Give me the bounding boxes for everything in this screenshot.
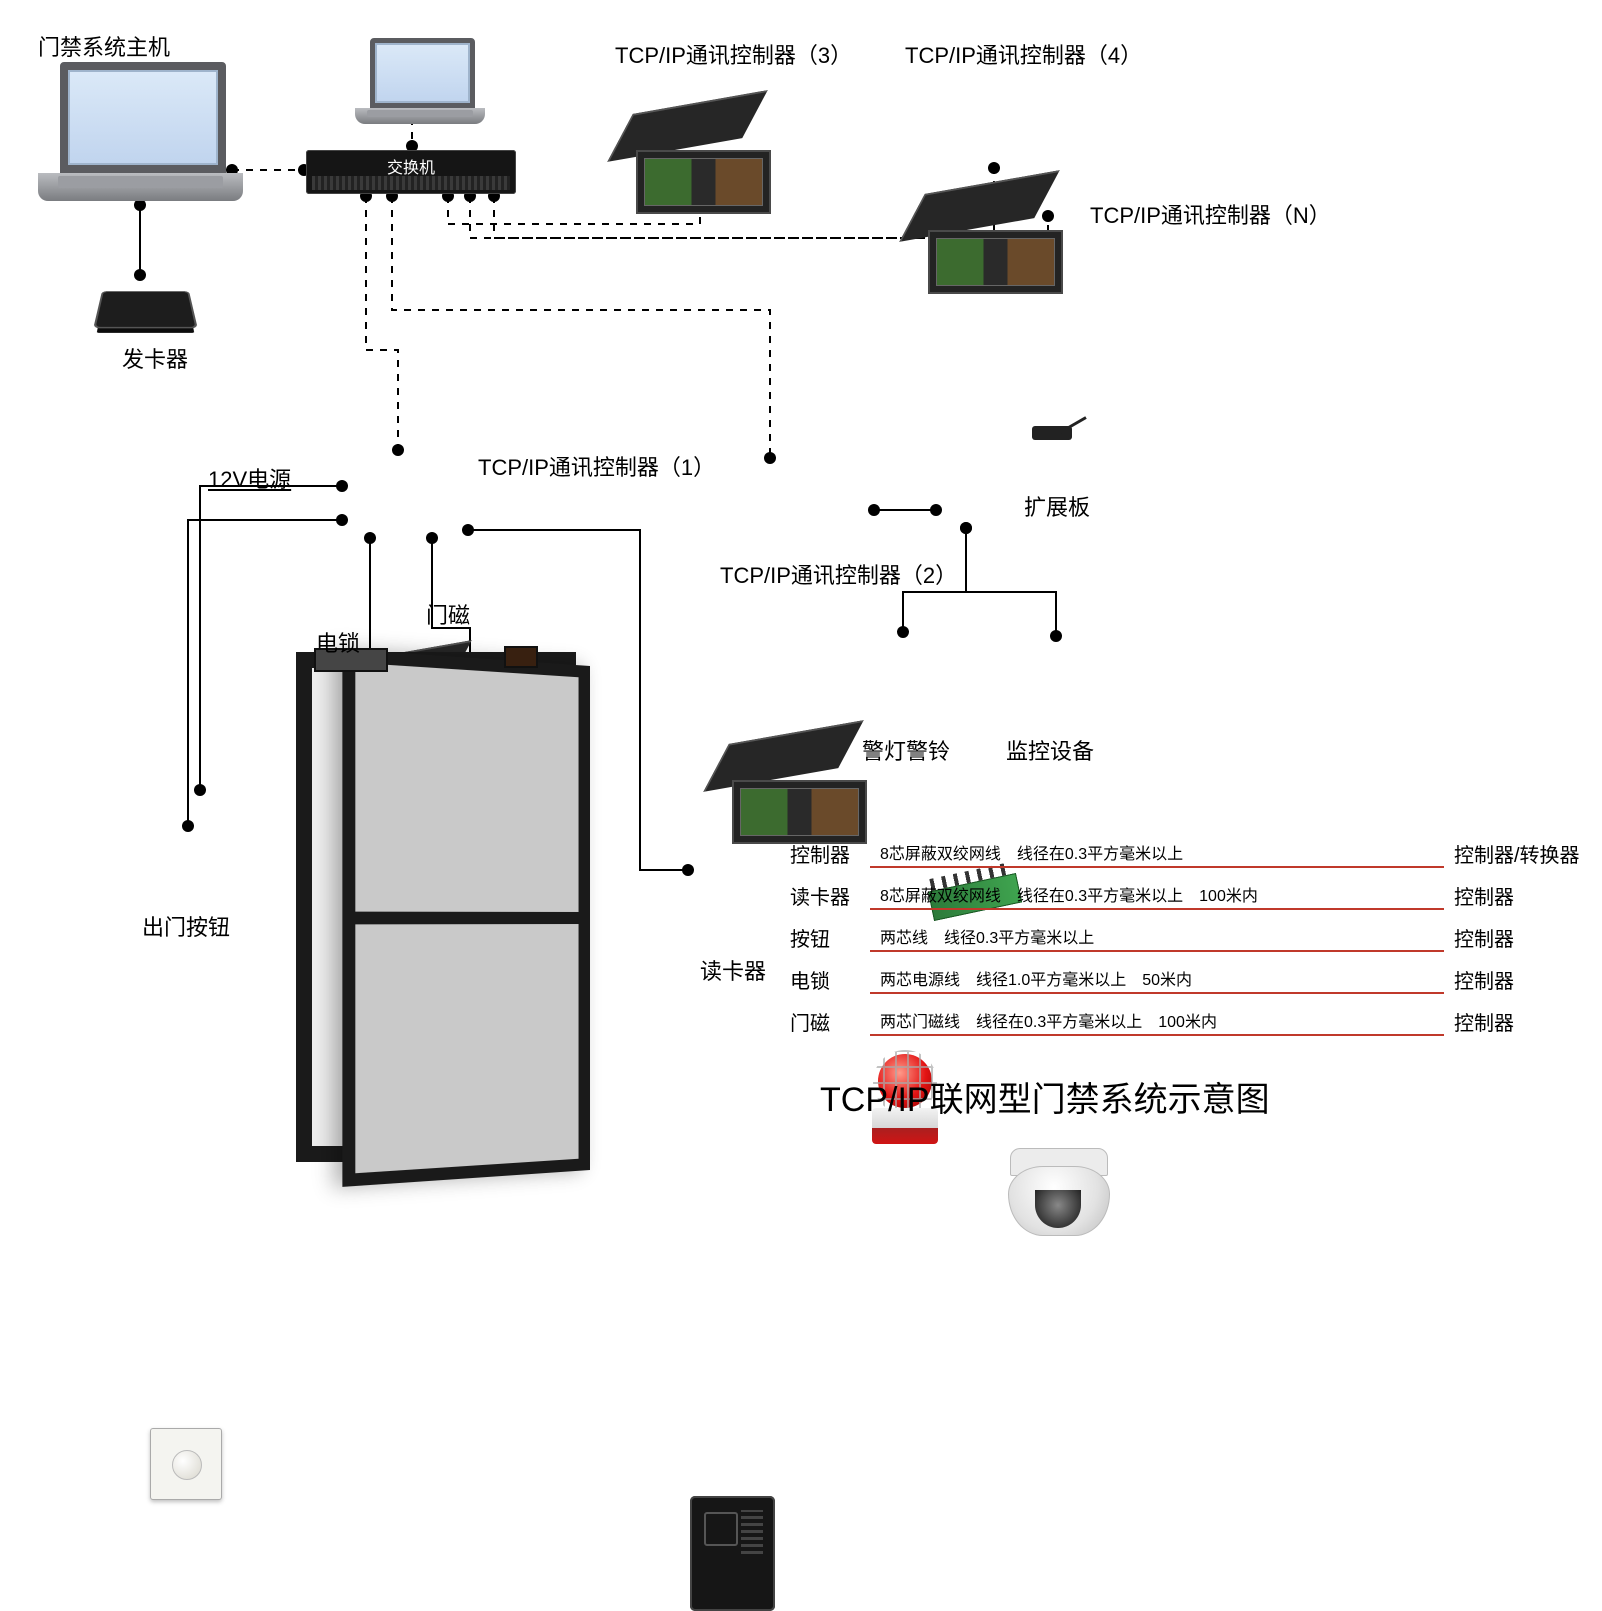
controller-2-label: TCP/IP通讯控制器（2） bbox=[720, 558, 957, 590]
spec-mid: 两芯线 线径0.3平方毫米以上 bbox=[870, 924, 1444, 952]
switch-label: 交换机 bbox=[306, 154, 516, 178]
electric-lock-label: 电锁 bbox=[316, 626, 360, 658]
spec-mid: 8芯屏蔽双绞网线 线径在0.3平方毫米以上 100米内 bbox=[870, 882, 1444, 910]
spec-left: 读卡器 bbox=[790, 881, 870, 910]
door-icon bbox=[296, 652, 576, 1162]
spec-right: 控制器 bbox=[1444, 1007, 1594, 1036]
card-issuer-icon bbox=[93, 291, 198, 328]
keypad-reader-label: 读卡器 bbox=[700, 954, 766, 986]
diagram-title: TCP/IP联网型门禁系统示意图 bbox=[820, 1072, 1270, 1121]
keypad-reader-icon bbox=[690, 1496, 775, 1611]
controller-n-label: TCP/IP通讯控制器（N） bbox=[1090, 198, 1331, 230]
diagram-canvas: 门禁系统主机 发卡器 交换机 TCP/IP通讯控制器（3） TCP/IP通讯控制… bbox=[0, 0, 1602, 1210]
controller-1-label: TCP/IP通讯控制器（1） bbox=[478, 450, 715, 482]
controller-3-icon bbox=[636, 138, 771, 218]
spec-mid: 8芯屏蔽双绞网线 线径在0.3平方毫米以上 bbox=[870, 840, 1444, 868]
spec-mid: 两芯门磁线 线径在0.3平方毫米以上 100米内 bbox=[870, 1008, 1444, 1036]
controller-4-icon bbox=[928, 218, 1063, 298]
exit-button-label: 出门按钮 bbox=[142, 910, 230, 942]
spec-right: 控制器 bbox=[1444, 965, 1594, 994]
spec-row: 门磁两芯门磁线 线径在0.3平方毫米以上 100米内控制器 bbox=[790, 994, 1594, 1036]
expansion-board-label: 扩展板 bbox=[1024, 490, 1090, 522]
host-laptop-label: 门禁系统主机 bbox=[38, 30, 170, 62]
spec-right: 控制器 bbox=[1444, 923, 1594, 952]
spec-right: 控制器 bbox=[1444, 881, 1594, 910]
controller-n-icon bbox=[1032, 416, 1092, 440]
power-label: 12V电源 bbox=[208, 462, 291, 494]
door-sensor-label: 门磁 bbox=[426, 598, 470, 630]
camera-label: 监控设备 bbox=[1006, 734, 1094, 766]
spec-left: 电锁 bbox=[790, 965, 870, 994]
door-sensor-icon bbox=[504, 646, 538, 668]
controller-3-label: TCP/IP通讯控制器（3） bbox=[615, 38, 852, 70]
alarm-label: 警灯警铃 bbox=[862, 734, 950, 766]
spec-mid: 两芯电源线 线径1.0平方毫米以上 50米内 bbox=[870, 966, 1444, 994]
client-laptop-icon bbox=[370, 38, 485, 124]
card-issuer-label: 发卡器 bbox=[122, 342, 188, 374]
spec-row: 按钮两芯线 线径0.3平方毫米以上控制器 bbox=[790, 910, 1594, 952]
wiring-spec-table: 控制器8芯屏蔽双绞网线 线径在0.3平方毫米以上控制器/转换器读卡器8芯屏蔽双绞… bbox=[790, 826, 1594, 1036]
spec-row: 读卡器8芯屏蔽双绞网线 线径在0.3平方毫米以上 100米内控制器 bbox=[790, 868, 1594, 910]
spec-left: 门磁 bbox=[790, 1007, 870, 1036]
spec-right: 控制器/转换器 bbox=[1444, 839, 1594, 868]
spec-left: 按钮 bbox=[790, 923, 870, 952]
spec-left: 控制器 bbox=[790, 839, 870, 868]
camera-icon bbox=[1008, 1148, 1108, 1236]
controller-4-label: TCP/IP通讯控制器（4） bbox=[905, 38, 1142, 70]
exit-button-icon bbox=[150, 1428, 222, 1500]
network-switch-icon: 交换机 bbox=[306, 150, 516, 194]
host-laptop bbox=[60, 62, 243, 201]
spec-row: 控制器8芯屏蔽双绞网线 线径在0.3平方毫米以上控制器/转换器 bbox=[790, 826, 1594, 868]
spec-row: 电锁两芯电源线 线径1.0平方毫米以上 50米内控制器 bbox=[790, 952, 1594, 994]
